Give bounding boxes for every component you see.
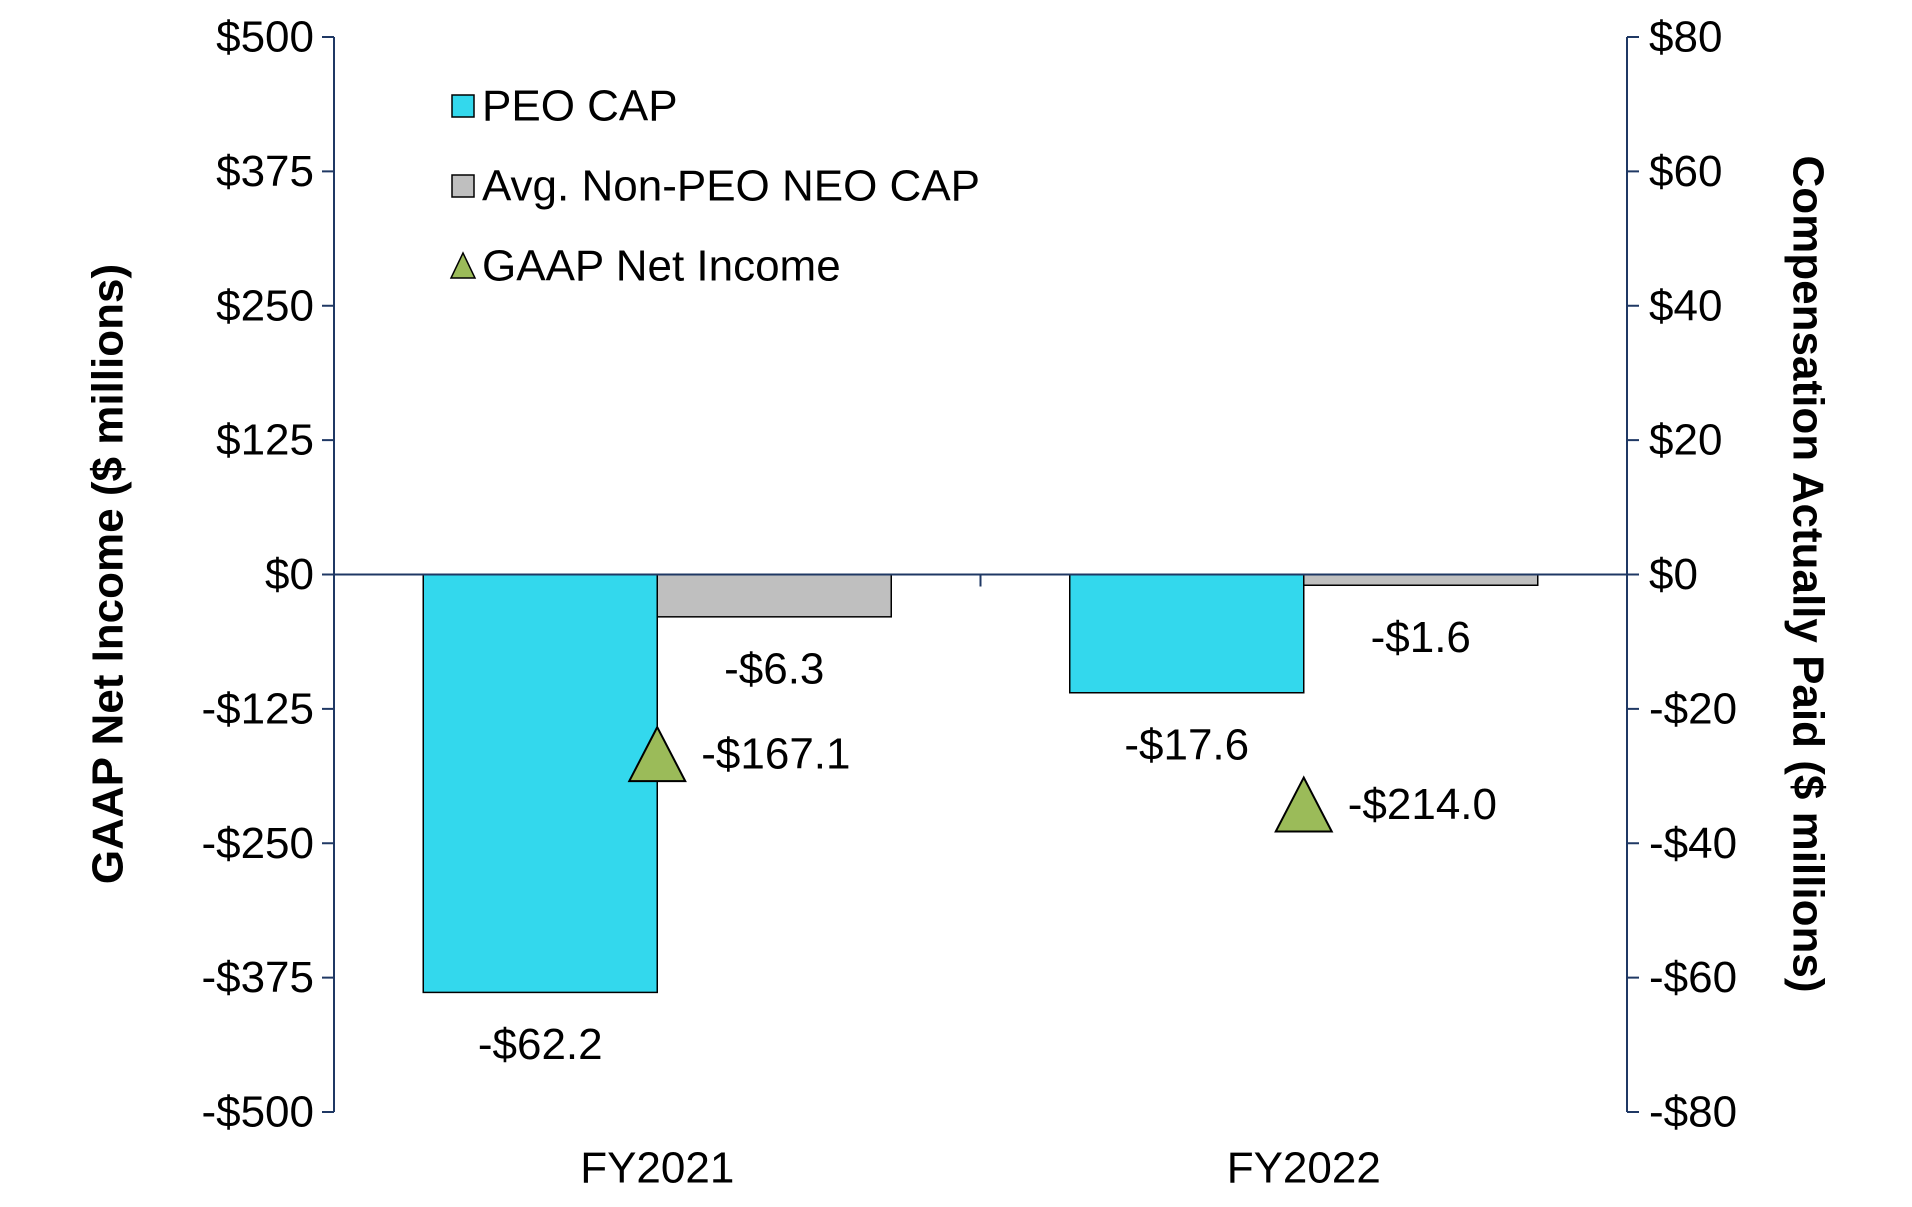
left-axis-tick-label: $500 (216, 13, 314, 62)
left-axis-tick-label: $0 (265, 550, 314, 599)
legend-non-peo-cap-swatch (451, 174, 475, 198)
right-axis-tick-label: -$40 (1649, 819, 1737, 868)
left-axis-tick-label: -$125 (201, 684, 314, 733)
right-axis-tick-label: -$80 (1649, 1088, 1737, 1137)
right-axis-tick-label: $20 (1649, 416, 1722, 465)
right-axis-tick-label: $60 (1649, 147, 1722, 196)
non-peo-cap-bar (1303, 573, 1539, 586)
peo-cap-data-label: -$62.2 (478, 1020, 603, 1069)
left-axis-title: GAAP Net Income ($ millions) (84, 264, 133, 884)
left-axis-tick-label: -$500 (201, 1088, 314, 1137)
legend-label: Avg. Non-PEO NEO CAP (482, 162, 980, 211)
non-peo-cap-data-label: -$6.3 (724, 644, 824, 693)
chart-bars (422, 573, 1539, 994)
right-axis-title: Compensation Actually Paid ($ millions) (1784, 156, 1833, 993)
category-label: FY2022 (1227, 1144, 1381, 1193)
gaap-net-income-marker (1274, 775, 1334, 833)
left-axis-tick-label: $125 (216, 416, 314, 465)
right-axis-tick-label: $40 (1649, 281, 1722, 330)
right-axis-tick-label: -$60 (1649, 953, 1737, 1002)
peo-cap-bar (422, 573, 658, 994)
chart-markers (627, 724, 1334, 833)
legend-label: GAAP Net Income (482, 242, 841, 291)
non-peo-cap-bar (656, 573, 892, 618)
chart-titles: GAAP Net Income ($ millions) Compensation… (84, 156, 1833, 993)
legend-peo-cap-swatch (451, 94, 475, 118)
chart-legend: PEO CAP Avg. Non-PEO NEO CAP GAAP Net Inco… (449, 82, 980, 291)
non-peo-cap-data-label: -$1.6 (1371, 613, 1471, 662)
right-axis-tick-label: -$20 (1649, 684, 1737, 733)
chart-axes: $500 $375 $250 $125 $0 -$125 -$250 -$375 -$500 $8… (201, 13, 1737, 1137)
right-axis-tick-label: $80 (1649, 13, 1722, 62)
left-axis-tick-label: $375 (216, 147, 314, 196)
gaap-net-income-data-label: -$167.1 (701, 730, 850, 779)
gaap-net-income-marker (627, 724, 687, 783)
legend-label: PEO CAP (482, 82, 678, 131)
category-label: FY2021 (580, 1144, 734, 1193)
peo-cap-data-label: -$17.6 (1124, 720, 1249, 769)
left-axis-tick-label: -$375 (201, 953, 314, 1002)
legend-gaap-net-income-swatch (449, 251, 477, 279)
left-axis-tick-label: -$250 (201, 819, 314, 868)
right-axis-tick-label: $0 (1649, 550, 1698, 599)
gaap-net-income-data-label: -$214.0 (1348, 780, 1497, 829)
left-axis-tick-label: $250 (216, 281, 314, 330)
zero-line-layer (334, 573, 1627, 587)
chart-labels: -$62.2 -$6.3 -$167.1 FY2021 -$17.6 -$1.6 -$214… (478, 613, 1497, 1193)
peo-cap-bar (1069, 573, 1305, 694)
